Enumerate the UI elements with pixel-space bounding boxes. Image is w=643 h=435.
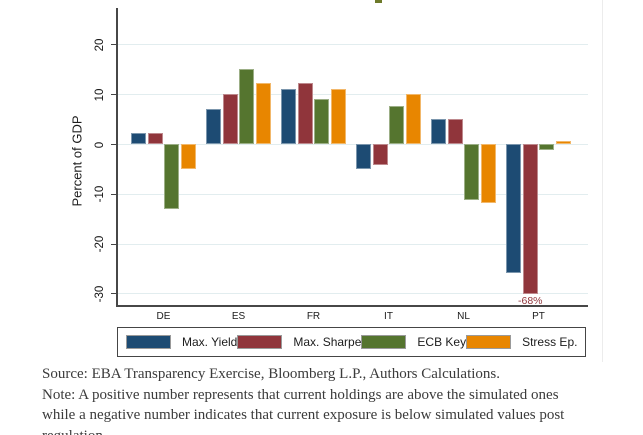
bar-ecb-key-nl xyxy=(464,144,480,200)
bar-max-yield-de xyxy=(131,133,147,144)
y-tick-label: -30 xyxy=(94,285,106,303)
y-axis-tick xyxy=(111,144,117,145)
y-axis-title: Percent of GDP xyxy=(69,115,85,207)
gridline xyxy=(117,193,588,195)
x-category-label-pt: PT xyxy=(532,311,545,322)
gridline xyxy=(117,44,588,46)
bar-stress-ep--nl xyxy=(480,144,496,203)
legend-item-max-yield: Max. Yield xyxy=(126,335,237,349)
note-text-line: while a negative number indicates that c… xyxy=(42,407,565,423)
bar-max-yield-it xyxy=(356,144,372,170)
legend: Max. Yield Max. Sharpe ECB Key Stress Ep. xyxy=(117,327,586,357)
bar-max-yield-es xyxy=(206,109,222,144)
legend-item-ecb-key: ECB Key xyxy=(361,335,466,349)
x-category-label-nl: NL xyxy=(457,311,470,322)
bar-max-yield-nl xyxy=(431,118,447,144)
y-tick-label: 20 xyxy=(94,38,106,52)
y-axis-tick xyxy=(111,44,117,46)
bar-ecb-key-it xyxy=(389,106,405,144)
source-text: Source: EBA Transparency Exercise, Bloom… xyxy=(42,366,501,382)
bar-ecb-key-pt xyxy=(539,144,555,151)
bar-max-yield-fr xyxy=(281,89,297,144)
bar-stress-ep--pt xyxy=(555,141,571,144)
legend-item-max-sharpe: Max. Sharpe xyxy=(237,335,361,349)
bar-stress-ep--de xyxy=(180,144,196,169)
legend-swatch xyxy=(466,335,512,349)
y-axis-line xyxy=(116,8,118,306)
y-axis-tick xyxy=(111,94,117,96)
bar-max-sharpe-fr xyxy=(297,83,313,144)
legend-label: Max. Yield xyxy=(182,335,238,349)
bar-max-sharpe-de xyxy=(147,133,163,144)
bar-max-yield-pt xyxy=(506,144,522,274)
bar-max-sharpe-it xyxy=(372,144,388,165)
legend-swatch xyxy=(237,335,283,349)
legend-item-stress-ep-: Stress Ep. xyxy=(466,335,577,349)
legend-swatch xyxy=(361,335,407,349)
bar-value-annotation: -68% xyxy=(517,294,543,307)
y-axis-tick xyxy=(111,293,117,295)
y-axis-tick xyxy=(111,243,117,245)
y-tick-label: -10 xyxy=(94,185,106,203)
x-category-label-es: ES xyxy=(231,311,246,322)
bar-stress-ep--fr xyxy=(330,88,346,144)
gridline xyxy=(117,293,588,295)
x-category-label-it: IT xyxy=(384,311,393,322)
bar-ecb-key-es xyxy=(239,68,255,144)
note-text-line: Note: A positive number represents that … xyxy=(42,386,559,403)
bar-stress-ep--it xyxy=(405,93,421,144)
note-text-line: regulation. xyxy=(42,426,627,435)
bar-max-sharpe-es xyxy=(222,94,238,144)
bar-max-sharpe-nl xyxy=(447,119,463,144)
x-category-label-fr: FR xyxy=(306,311,321,322)
bar-ecb-key-fr xyxy=(314,98,330,144)
legend-swatch xyxy=(126,335,171,349)
gridline xyxy=(117,94,588,96)
gridline xyxy=(117,243,588,245)
y-tick-label: -20 xyxy=(94,235,106,253)
y-tick-label: 0 xyxy=(94,141,106,148)
x-category-label-de: DE xyxy=(156,311,171,322)
legend-label: ECB Key xyxy=(417,335,467,349)
gridline xyxy=(117,144,588,145)
cropped-title-artifact xyxy=(375,0,382,3)
y-tick-label: 10 xyxy=(94,88,106,102)
plot-area: 20 10 0 -10 -20 -30 -68% DE ES FR IT NL PT xyxy=(94,38,588,322)
y-axis-tick xyxy=(111,193,117,195)
legend-label: Max. Sharpe xyxy=(293,335,362,349)
figure-right-border xyxy=(602,0,603,362)
bar-ecb-key-de xyxy=(164,144,180,209)
x-axis-line xyxy=(116,305,588,307)
bar-max-sharpe-pt xyxy=(522,144,538,295)
legend-label: Stress Ep. xyxy=(522,335,578,349)
caption: Source: EBA Transparency Exercise, Bloom… xyxy=(42,364,627,435)
bar-stress-ep--es xyxy=(255,83,271,144)
